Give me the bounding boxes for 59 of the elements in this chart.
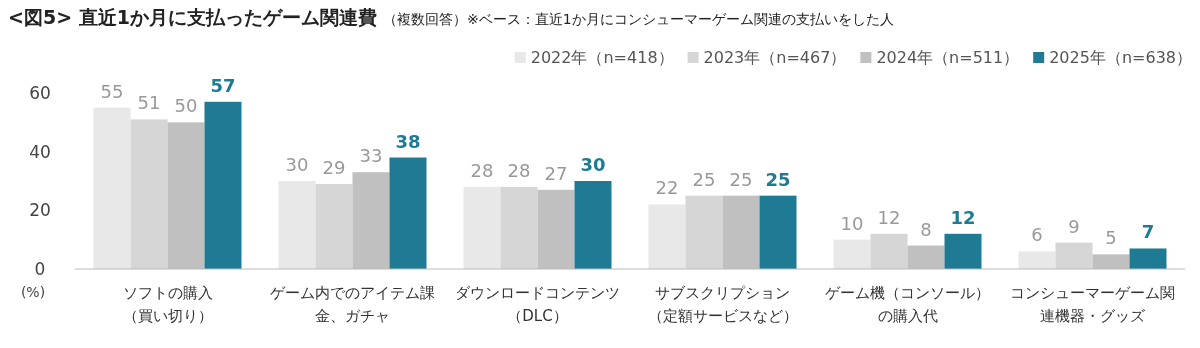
data-label: 28 (507, 159, 531, 181)
data-label: 8 (920, 218, 932, 240)
chart-title: <図5> 直近1か月に支払ったゲーム関連費 (8, 6, 377, 28)
y-tick-label: 60 (29, 83, 51, 103)
data-label: 12 (877, 206, 901, 228)
x-tick-label: ゲーム機（コンソール）の購入代 (825, 284, 990, 325)
bar (1129, 248, 1167, 269)
bar (574, 181, 612, 269)
data-label: 25 (729, 168, 753, 190)
data-label: 7 (1141, 221, 1155, 243)
data-label: 30 (285, 154, 309, 175)
data-label: 9 (1068, 215, 1080, 237)
bar (315, 183, 353, 269)
data-label: 27 (544, 162, 568, 184)
bar (870, 233, 908, 269)
data-label: 6 (1031, 224, 1043, 246)
data-label: 55 (100, 80, 124, 102)
y-tick-label: 40 (29, 141, 51, 162)
x-tick-label: コンシューマーゲーム関連機器・グッズ (1010, 284, 1175, 325)
bar (833, 239, 871, 269)
data-label: 5 (1105, 227, 1117, 249)
data-label: 10 (840, 212, 864, 234)
bar (130, 119, 168, 269)
data-label: 50 (174, 95, 198, 117)
bar (944, 233, 982, 269)
bar (278, 181, 316, 269)
data-label: 12 (950, 206, 976, 228)
data-label: 38 (395, 130, 421, 152)
y-axis-title: (%) (20, 284, 46, 300)
x-tick-label: ゲーム内でのアイテム課金、ガチャ (270, 284, 435, 325)
data-label: 30 (580, 154, 606, 175)
bar (93, 107, 131, 269)
bar (685, 195, 723, 269)
y-tick-label: 20 (29, 200, 51, 221)
data-label: 28 (470, 159, 494, 181)
x-tick-label: サブスクリプション（定額サービスなど） (647, 284, 798, 325)
bar (389, 157, 427, 269)
bar (500, 186, 538, 269)
data-label: 25 (765, 168, 791, 190)
legend-label: 2024年（n=511） (876, 48, 1020, 67)
legend-label: 2023年（n=467） (703, 48, 847, 67)
legend-label: 2025年（n=638） (1049, 48, 1192, 67)
data-label: 57 (210, 74, 236, 96)
bar (648, 204, 686, 269)
bar (1055, 242, 1093, 269)
bar (759, 195, 797, 269)
data-label: 33 (359, 145, 383, 167)
data-label: 29 (322, 156, 346, 178)
x-tick-label: ソフトの購入（買い切り） (122, 284, 213, 325)
legend-label: 2022年（n=418） (530, 48, 674, 67)
chart-subtitle: （複数回答）※ベース：直近1か月にコンシューマーゲーム関連の支払いをした人 (382, 11, 894, 27)
data-label: 22 (655, 177, 679, 199)
bar (204, 101, 242, 269)
bar (463, 186, 501, 269)
x-tick-label: ダウンロードコンテンツ（DLC） (455, 284, 620, 325)
data-label: 25 (692, 168, 716, 190)
bar (1018, 251, 1056, 269)
data-label: 51 (137, 92, 161, 114)
y-tick-label: 0 (34, 259, 46, 279)
